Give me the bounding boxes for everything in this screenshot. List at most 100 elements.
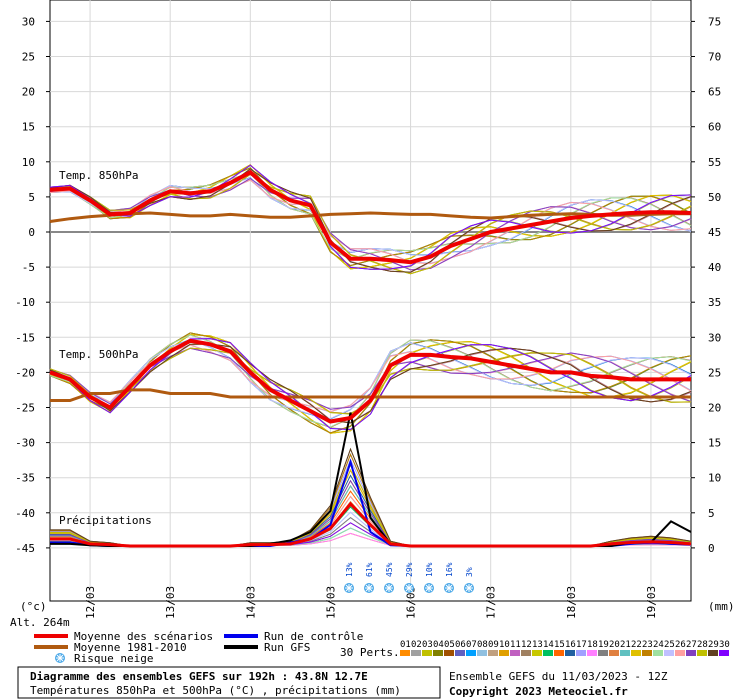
- pert-number: 20: [609, 640, 620, 650]
- pert-number: 17: [576, 640, 587, 650]
- legend-label-mean: Moyenne des scénarios: [74, 630, 213, 643]
- snowflake-icon: [384, 583, 394, 593]
- pert-number: 21: [620, 640, 631, 650]
- panel-label-t850: Temp. 850hPa: [59, 169, 138, 182]
- mean-t850-line: [49, 169, 692, 265]
- snow-risk-label: 45%: [385, 562, 394, 577]
- member-t850-line: [49, 179, 692, 265]
- y-left-tick: -15: [15, 331, 35, 344]
- y-right-tick: 10: [708, 472, 721, 485]
- pert-number: 15: [554, 640, 565, 650]
- snow-risk-label: 13%: [345, 562, 354, 577]
- pert-number: 03: [422, 640, 433, 650]
- mean-t500-line: [49, 338, 691, 424]
- snowflake-icon: [344, 583, 354, 593]
- pert-swatch: [488, 650, 498, 656]
- pert-number: 09: [488, 640, 499, 650]
- y-left-tick: -30: [15, 437, 35, 450]
- snow-risk-label: 29%: [405, 562, 414, 577]
- panel-label-precip: Précipitations: [59, 514, 152, 527]
- pert-swatch: [466, 650, 476, 656]
- x-tick-label: 17/03: [485, 586, 498, 619]
- y-right-tick: 60: [708, 121, 721, 134]
- pert-swatch: [576, 650, 586, 656]
- y-left-tick: 30: [22, 15, 35, 28]
- snow-risk-label: 16%: [445, 562, 454, 577]
- x-axis: 12/03 13/03 14/03 15/03 16/03 17/03 18/03 19/03: [84, 586, 658, 619]
- snowflake-icon: [404, 583, 414, 593]
- x-tick-label: 13/03: [164, 586, 177, 619]
- y-right-tick: 0: [708, 542, 715, 555]
- pert-number: 22: [631, 640, 642, 650]
- mean-lines: [49, 169, 692, 548]
- pert-swatch: [532, 650, 542, 656]
- member-t500-line: [49, 338, 692, 431]
- pert-swatch: [609, 650, 619, 656]
- pert-number: 08: [477, 640, 488, 650]
- legend-label-control: Run de contrôle: [264, 630, 363, 643]
- pert-number: 29: [708, 640, 719, 650]
- perts-legend: 01 02 03 04 05 06 07 08 09 10 11 12 13 14 15 16 17 18 19 20…: [400, 640, 730, 656]
- pert-swatch: [400, 650, 410, 656]
- y-right-tick: 5: [708, 507, 715, 520]
- pert-number: 14: [543, 640, 554, 650]
- x-tick-label: 16/03: [405, 586, 418, 619]
- y-left-tick: 10: [22, 156, 35, 169]
- y-left-tick: -40: [15, 507, 35, 520]
- pert-number: 30: [719, 640, 730, 650]
- y-right-tick: 30: [708, 331, 721, 344]
- member-t850-line: [49, 164, 692, 270]
- clim-t850-line: [49, 211, 691, 223]
- pert-swatch: [455, 650, 465, 656]
- pert-number: 24: [653, 640, 664, 650]
- snow-risk-label: 10%: [425, 562, 434, 577]
- pert-swatch: [631, 650, 641, 656]
- y-right-tick: 65: [708, 86, 721, 99]
- snow-risk-label: 61%: [365, 562, 374, 577]
- mean-precip-line: [50, 501, 692, 548]
- pert-number: 19: [598, 640, 609, 650]
- pert-swatch: [697, 650, 707, 656]
- pert-number: 26: [675, 640, 686, 650]
- pert-swatch: [422, 650, 432, 656]
- y-right-unit: (mm): [708, 600, 735, 613]
- pert-number: 07: [466, 640, 477, 650]
- legend-label-clim: Moyenne 1981-2010: [74, 641, 187, 654]
- pert-swatch: [686, 650, 696, 656]
- pert-number: 23: [642, 640, 653, 650]
- pert-swatch: [433, 650, 443, 656]
- y-right-tick: 20: [708, 402, 721, 415]
- pert-swatch: [653, 650, 663, 656]
- pert-swatch: [642, 650, 652, 656]
- x-tick-label: 12/03: [84, 586, 97, 619]
- snowflake-icon: [444, 583, 454, 593]
- chart-title: Diagramme des ensembles GEFS sur 192h : …: [30, 670, 368, 683]
- pert-swatch: [411, 650, 421, 656]
- y-right-tick: 40: [708, 261, 721, 274]
- pert-number: 27: [686, 640, 697, 650]
- pert-swatch: [477, 650, 487, 656]
- pert-number: 05: [444, 640, 455, 650]
- x-tick-label: 19/03: [645, 586, 658, 619]
- pert-swatch: [510, 650, 520, 656]
- pert-swatch: [719, 650, 729, 656]
- y-axis-left: 30 25 20 15 10 5 0 -5 -10 -15 -20 -25 -30 -35 -40 -45: [15, 15, 50, 555]
- member-t850-line: [49, 172, 692, 260]
- legend-label-snow: Risque neige: [74, 652, 153, 665]
- y-left-tick: -25: [15, 402, 35, 415]
- copyright: Copyright 2023 Meteociel.fr: [449, 685, 628, 698]
- y-right-tick: 70: [708, 51, 721, 64]
- y-left-tick: 15: [22, 121, 35, 134]
- pert-swatch: [664, 650, 674, 656]
- pert-swatch: [675, 650, 685, 656]
- pert-number: 28: [697, 640, 708, 650]
- member-t850-line: [49, 168, 692, 273]
- member-t500-line: [49, 347, 692, 410]
- pert-swatch: [708, 650, 718, 656]
- pert-number: 16: [565, 640, 576, 650]
- y-left-tick: 25: [22, 51, 35, 64]
- snowflake-icon: [55, 653, 65, 663]
- pert-swatch: [587, 650, 597, 656]
- pert-number: 18: [587, 640, 598, 650]
- y-left-tick: -35: [15, 472, 35, 485]
